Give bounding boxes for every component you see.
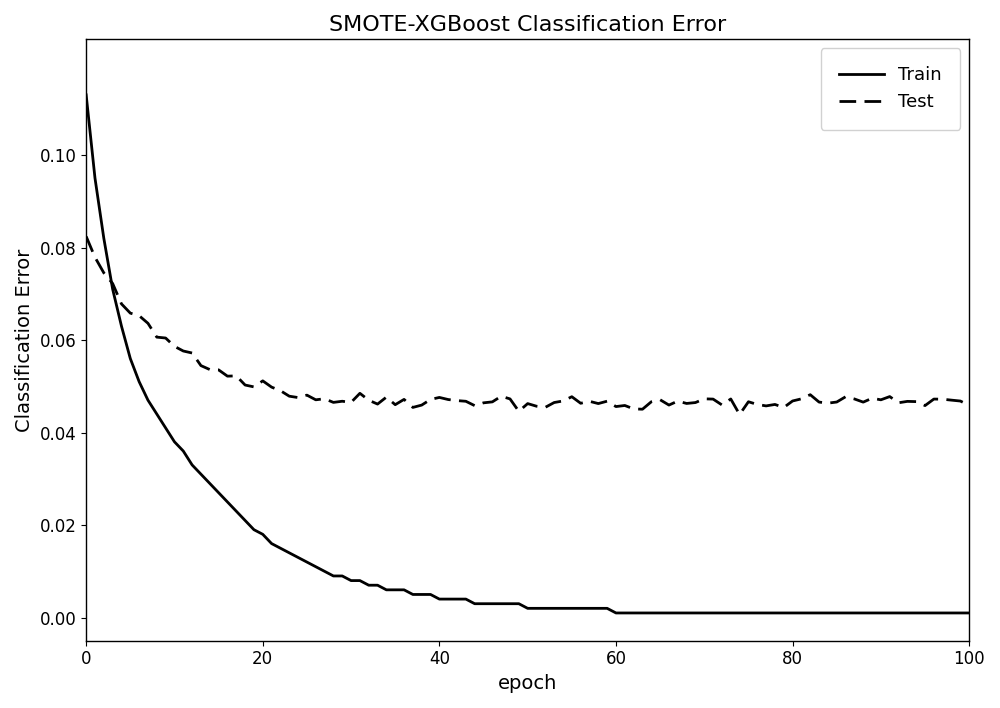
Test [963, 401, 975, 410]
Train [610, 609, 622, 617]
Train [619, 609, 631, 617]
Line: Train: Train [86, 95, 969, 613]
Test [751, 400, 763, 409]
Test [610, 402, 622, 411]
Test [80, 232, 92, 241]
Title: SMOTE-XGBoost Classification Error: SMOTE-XGBoost Classification Error [329, 15, 726, 35]
Line: Test: Test [86, 236, 969, 414]
Train [486, 600, 498, 608]
Test [698, 394, 710, 403]
X-axis label: epoch: epoch [498, 674, 557, 693]
Test [734, 410, 746, 418]
Test [486, 398, 498, 406]
Y-axis label: Classification Error: Classification Error [15, 249, 34, 432]
Train [963, 609, 975, 617]
Test [142, 319, 154, 328]
Train [80, 91, 92, 99]
Test [301, 391, 313, 399]
Train [751, 609, 763, 617]
Train [301, 558, 313, 566]
Train [707, 609, 719, 617]
Train [142, 396, 154, 404]
Legend: Train, Test: Train, Test [821, 48, 960, 130]
